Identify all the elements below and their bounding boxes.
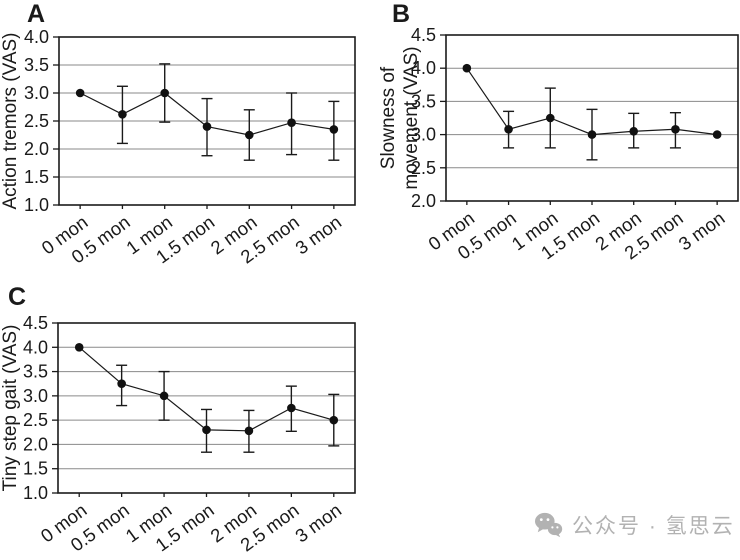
y-tick-label: 3.5 — [23, 362, 48, 382]
y-tick-label: 3.5 — [24, 55, 49, 75]
y-tick-label: 1.5 — [23, 459, 48, 479]
x-tick-label: 3 mon — [675, 207, 729, 254]
data-point — [287, 118, 296, 127]
data-point — [287, 403, 296, 413]
data-point — [504, 124, 513, 134]
y-tick-label: 2.5 — [23, 410, 48, 430]
y-tick-label: 3.0 — [23, 386, 48, 406]
panel-label-a: A — [27, 0, 46, 28]
data-point — [74, 342, 84, 352]
data-point — [75, 88, 85, 98]
data-point — [117, 379, 126, 389]
y-tick-label: 1.0 — [24, 195, 49, 215]
y-tick-label: 2.0 — [23, 434, 48, 454]
data-point — [462, 63, 472, 73]
watermark: 公众号 · 氢思云 — [534, 510, 735, 540]
wechat-icon — [535, 512, 563, 538]
plot-border — [57, 322, 356, 494]
data-point — [160, 88, 170, 98]
y-tick-label: 2.5 — [24, 111, 49, 131]
data-point — [202, 122, 212, 131]
data-point — [671, 124, 680, 134]
y-tick-label: 4.0 — [24, 27, 49, 47]
data-point — [712, 130, 722, 139]
data-point — [329, 125, 339, 134]
data-point — [159, 391, 169, 401]
data-point — [244, 426, 254, 436]
y-tick-label: 2.5 — [411, 158, 436, 178]
y-tick-label: 3.0 — [24, 83, 49, 103]
y-tick-label: 4.5 — [23, 313, 48, 333]
y-tick-label: 2.0 — [24, 139, 49, 159]
y-tick-label: 3.5 — [411, 91, 436, 111]
x-tick-label: 3 mon — [291, 211, 345, 258]
panel-label-c: C — [8, 283, 27, 311]
data-point — [545, 113, 555, 123]
y-tick-label: 4.0 — [411, 58, 436, 78]
x-tick-label: 3 mon — [291, 499, 345, 546]
data-point — [202, 425, 211, 435]
y-tick-label: 1.0 — [23, 483, 48, 503]
y-tick-label: 4.5 — [411, 25, 436, 45]
data-point — [118, 109, 127, 119]
data-point — [244, 130, 254, 140]
y-tick-label: 3.0 — [411, 125, 436, 145]
watermark-text: 公众号 · 氢思云 — [572, 515, 735, 538]
data-point — [329, 415, 339, 425]
y-tick-label: 1.5 — [24, 167, 49, 187]
data-point — [629, 126, 639, 136]
data-point — [587, 130, 597, 139]
y-tick-label: 4.0 — [23, 337, 48, 357]
y-tick-label: 2.0 — [411, 191, 436, 211]
panel-label-b: B — [392, 0, 411, 28]
